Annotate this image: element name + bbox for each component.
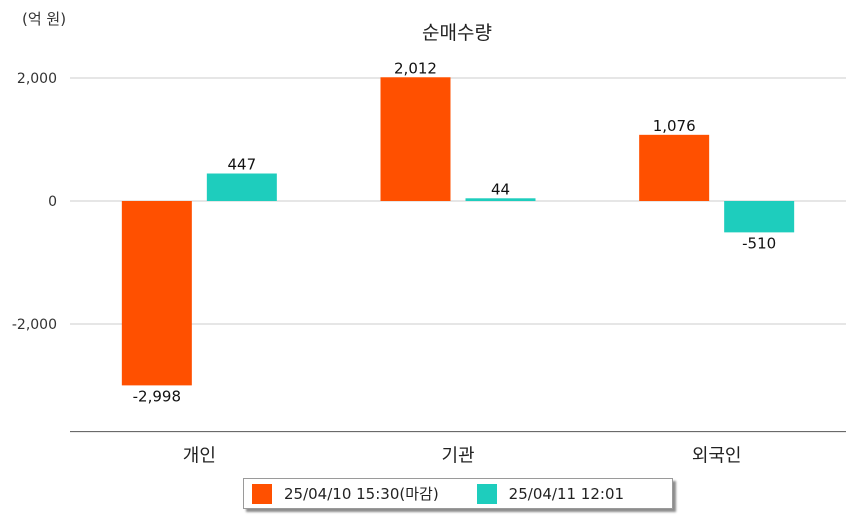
data-label: 2,012 bbox=[394, 59, 437, 77]
data-label: -510 bbox=[742, 234, 776, 252]
data-label: 1,076 bbox=[653, 117, 696, 135]
legend-swatch-series-1 bbox=[252, 483, 272, 504]
x-category-label: 기관 bbox=[441, 446, 474, 467]
data-label: 44 bbox=[491, 180, 510, 198]
x-category-label: 개인 bbox=[183, 446, 216, 467]
legend-item-series-1[interactable]: 25/04/10 15:30(마감) bbox=[252, 483, 439, 504]
bar bbox=[465, 198, 536, 201]
bar bbox=[206, 173, 277, 201]
legend-swatch-series-2 bbox=[476, 483, 497, 504]
legend: 25/04/10 15:30(마감) 25/04/11 12:01 bbox=[243, 478, 673, 509]
x-category-label: 외국인 bbox=[692, 446, 742, 467]
y-tick-label: 0 bbox=[48, 194, 57, 210]
unit-label: (억 원) bbox=[22, 10, 67, 28]
bar bbox=[121, 201, 192, 386]
legend-item-series-2[interactable]: 25/04/11 12:01 bbox=[476, 483, 625, 504]
legend-label-series-2: 25/04/11 12:01 bbox=[508, 484, 625, 503]
data-label: 447 bbox=[228, 156, 257, 174]
bar bbox=[380, 77, 451, 201]
bar bbox=[724, 201, 795, 233]
legend-label-series-1: 25/04/10 15:30(마감) bbox=[284, 485, 439, 503]
y-tick-label: 2,000 bbox=[17, 71, 57, 87]
bar bbox=[639, 134, 710, 201]
y-tick-label: -2,000 bbox=[12, 317, 57, 333]
chart-title: 순매수량 bbox=[422, 22, 492, 44]
data-label: -2,998 bbox=[133, 387, 181, 405]
